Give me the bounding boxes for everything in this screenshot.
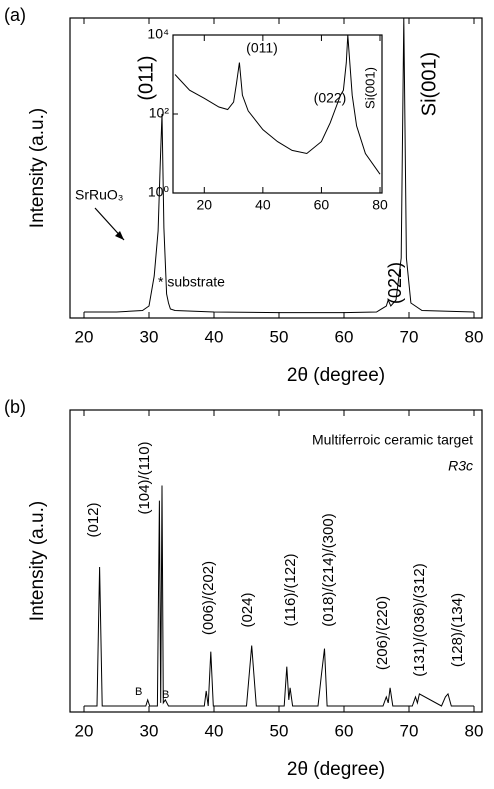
x-tick-label: 40 [255,197,271,213]
x-tick-label: 80 [465,721,484,740]
annotation: (206)/(220) [374,596,391,670]
data-line [174,35,381,175]
annotation: Si(001) [418,52,440,116]
x-tick-label: 20 [196,197,212,213]
panel-label: (a) [4,5,26,25]
plot-frame [69,17,483,319]
arrow-head [115,231,124,240]
y-axis-title: Intensity (a.u.) [27,108,48,228]
x-tick-label: 50 [270,327,289,346]
data-line [84,485,474,707]
x-tick-label: 50 [270,721,289,740]
annotation: (128)/(134) [449,593,466,667]
x-tick-label: 70 [400,721,419,740]
panel: 20 30 40 50 60 70 80 (a) 2θ (degree) Intensity (a… [4,5,483,386]
annotation: (011) [135,55,157,100]
annotation: B [162,689,169,701]
y-tick-label: 10⁴ [147,26,169,42]
annotation: * substrate [158,274,225,290]
y-axis-title: Intensity (a.u.) [27,501,48,621]
x-tick-label: 30 [140,327,159,346]
panel: 20 30 40 50 60 70 80 (b) 2θ (degree) Intensity (a… [4,397,483,780]
annotation: (012) [85,502,102,537]
x-axis-title: 2θ (degree) [287,759,385,780]
x-tick-label: 80 [372,197,388,213]
x-tick-label: 60 [314,197,330,213]
annotation: (104)/(110) [136,441,153,514]
annotation: SrRuO₃ [75,187,124,203]
annotation: (024) [239,592,256,627]
y-tick-label: 10² [149,105,170,121]
x-tick-label: 40 [205,327,224,346]
annotation: B [135,686,142,698]
x-tick-label: 80 [465,327,484,346]
annotation: (006)/(202) [200,561,217,635]
annotation: (018)/(214)/(300) [320,513,337,626]
plot-frame [69,409,483,713]
annotation: (022) [314,90,347,106]
annotation: (011) [246,40,278,56]
annotation: R3c [448,458,473,474]
annotation: (022) [385,262,405,304]
x-tick-label: 40 [205,721,224,740]
x-tick-label: 20 [75,721,94,740]
x-tick-label: 70 [400,327,419,346]
x-tick-label: 60 [335,327,354,346]
annotation: (116)/(122) [282,553,299,626]
x-tick-label: 20 [75,327,94,346]
annotation: Multiferroic ceramic target [312,432,473,448]
y-tick-label: 10⁰ [148,184,170,200]
panel-label: (b) [4,397,26,417]
x-axis-title: 2θ (degree) [287,365,385,386]
inset-background [173,35,382,193]
x-tick-label: 30 [140,721,159,740]
annotation: Si(001) [362,67,377,109]
annotation: (131)/(036)/(312) [411,563,428,676]
panel: 20 40 60 80 10⁰ 10² 10⁴ (011) (022) Si(001) [147,26,388,213]
x-tick-label: 60 [335,721,354,740]
